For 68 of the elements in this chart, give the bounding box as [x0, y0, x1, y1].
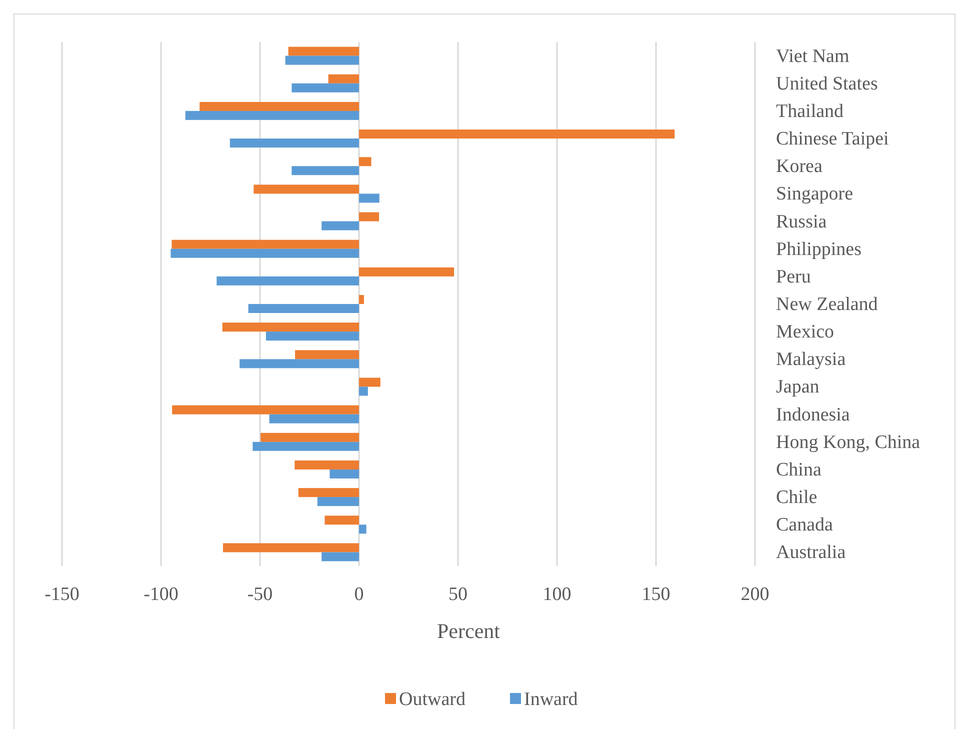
y-tick-label: Singapore — [776, 184, 854, 205]
bar — [295, 350, 359, 360]
bar — [266, 332, 359, 341]
y-tick-label: Philippines — [776, 238, 862, 260]
x-tick-label: 100 — [542, 584, 572, 605]
bar — [240, 359, 359, 368]
x-tick-label: 150 — [642, 584, 670, 605]
bar — [359, 194, 380, 203]
x-tick-label: 200 — [740, 584, 770, 605]
bar — [170, 248, 359, 258]
bar — [216, 276, 359, 286]
y-tick-label: Chile — [776, 487, 818, 508]
bar — [260, 432, 359, 442]
bar — [359, 295, 364, 304]
x-tick-label: -50 — [247, 584, 273, 605]
x-axis-title: Percent — [437, 619, 500, 643]
bar — [185, 110, 359, 120]
bar — [222, 543, 359, 552]
bar — [285, 56, 359, 65]
bar — [222, 322, 359, 332]
bar — [288, 46, 359, 56]
y-tick-label: Indonesia — [776, 404, 850, 426]
y-tick-label: China — [776, 459, 822, 480]
bar — [200, 102, 359, 111]
bar — [322, 552, 359, 562]
y-tick-label: Viet Nam — [776, 46, 850, 67]
y-tick-label: Russia — [776, 211, 828, 232]
bar — [359, 524, 366, 534]
bar — [298, 488, 359, 498]
bar — [172, 240, 359, 249]
bar — [248, 304, 359, 313]
x-tick-label: -150 — [44, 584, 80, 605]
bar — [230, 138, 359, 148]
bar — [328, 74, 359, 84]
bar — [254, 184, 359, 194]
bar — [359, 267, 454, 276]
bar — [269, 414, 359, 424]
legend-label: Outward — [399, 689, 466, 710]
bar — [252, 442, 359, 451]
y-tick-label: Australia — [776, 542, 846, 564]
y-tick-label: Canada — [776, 514, 834, 536]
y-tick-label: Chinese Taipei — [776, 128, 889, 150]
y-tick-label: Mexico — [776, 322, 834, 343]
bar — [294, 460, 359, 470]
bar — [324, 516, 359, 525]
bar — [292, 83, 359, 92]
x-tick-label: -100 — [144, 584, 178, 605]
legend-label: Inward — [524, 689, 578, 710]
x-tick-label: 50 — [448, 584, 468, 605]
y-tick-label: Korea — [776, 156, 823, 178]
bar — [359, 157, 372, 166]
y-tick-label: Thailand — [776, 100, 844, 122]
y-tick-label: Hong Kong, China — [776, 432, 921, 453]
bar — [359, 386, 368, 396]
bar — [359, 378, 380, 387]
y-tick-label: Japan — [776, 376, 820, 398]
bar — [359, 212, 379, 222]
bar — [322, 221, 359, 230]
y-tick-label: New Zealand — [776, 294, 878, 315]
y-tick-label: United States — [776, 73, 878, 94]
bar — [292, 166, 359, 176]
bar — [330, 469, 359, 478]
y-tick-label: Malaysia — [776, 349, 846, 370]
y-tick-label: Peru — [776, 266, 812, 288]
bar — [317, 497, 359, 506]
bar — [359, 130, 675, 139]
bar — [172, 405, 359, 414]
x-tick-label: 0 — [354, 584, 364, 605]
